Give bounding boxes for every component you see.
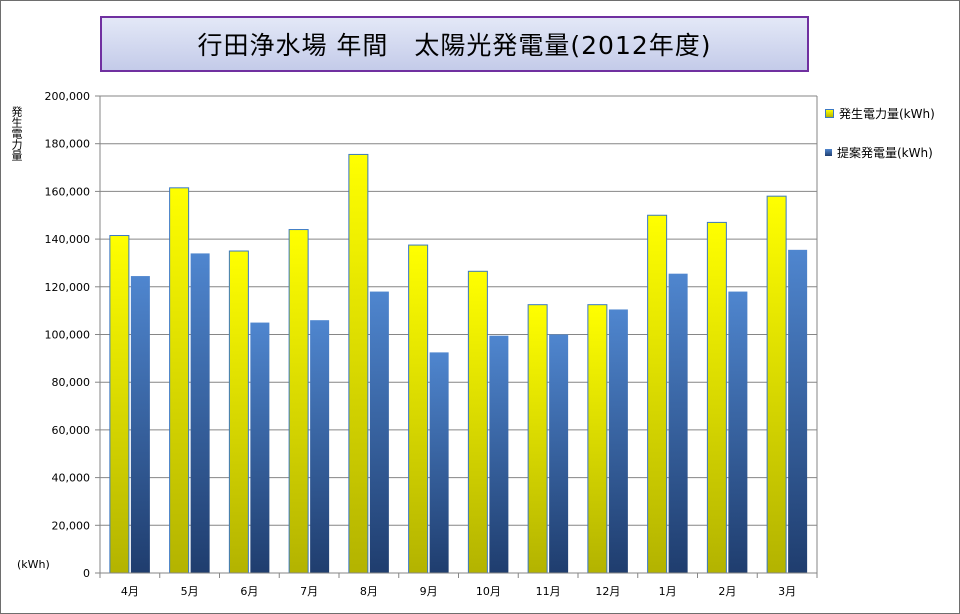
legend-swatch-proposed: [825, 148, 832, 156]
bar-generated: [706, 221, 727, 574]
x-tick-label: 12月: [595, 585, 620, 598]
bar-generated: [467, 270, 488, 574]
y-tick-label: 40,000: [52, 472, 91, 485]
grid-lines: [100, 95, 817, 574]
bar-generated: [288, 229, 309, 574]
y-tick-label: 60,000: [52, 424, 91, 437]
x-tick-label: 6月: [240, 585, 258, 598]
bar-proposed: [788, 249, 808, 573]
x-tick-label: 8月: [360, 585, 378, 598]
x-tick-label: 9月: [420, 585, 438, 598]
legend-label-proposed: 提案発電量(kWh): [837, 145, 933, 160]
legend-item-proposed: 提案発電量(kWh): [825, 143, 935, 161]
bar-generated: [109, 235, 130, 574]
bar-proposed: [728, 291, 748, 573]
y-tick-label: 140,000: [45, 233, 91, 246]
chart-title: 行田浄水場 年間 太陽光発電量(2012年度): [197, 31, 712, 60]
bar-generated: [348, 153, 369, 574]
bar-generated: [587, 304, 608, 574]
y-tick-label: 100,000: [45, 329, 91, 342]
x-tick-label: 11月: [536, 585, 561, 598]
bar-generated: [169, 187, 190, 574]
x-tick-label: 7月: [300, 585, 318, 598]
y-tick-label: 200,000: [45, 90, 91, 103]
bar-proposed: [489, 335, 509, 573]
y-tick-label: 180,000: [45, 138, 91, 151]
legend-item-generated: 発生電力量(kWh): [825, 104, 935, 122]
bar-generated: [647, 214, 668, 574]
y-tick-label: 120,000: [45, 281, 91, 294]
x-tick-label: 2月: [718, 585, 736, 598]
y-axis-label: 発生電力量: [10, 106, 23, 161]
axes: 0 20,000 40,000 60,000 80,000 100,000 120,000 1…: [45, 90, 818, 598]
legend-label-generated: 発生電力量(kWh): [839, 106, 935, 121]
bar-generated: [766, 195, 787, 574]
legend-swatch-generated: [825, 108, 834, 118]
x-tick-label: 1月: [659, 585, 677, 598]
bar-generated: [527, 304, 548, 574]
x-tick-label: 4月: [121, 585, 139, 598]
x-tick-label: 5月: [181, 585, 199, 598]
bar-proposed: [608, 309, 628, 573]
y-tick-label: 20,000: [52, 519, 91, 532]
bar-generated: [408, 244, 429, 574]
bar-proposed: [190, 253, 210, 573]
bar-proposed: [250, 322, 270, 573]
bar-generated: [228, 250, 249, 574]
bar-proposed: [369, 291, 389, 573]
bars: [109, 153, 808, 574]
y-tick-label: 80,000: [52, 376, 91, 389]
bar-proposed: [130, 276, 150, 573]
x-tick-label: 3月: [778, 585, 796, 598]
y-axis-unit: (kWh): [17, 558, 50, 571]
x-tick-label: 10月: [476, 585, 501, 598]
chart-title-box: 行田浄水場 年間 太陽光発電量(2012年度): [100, 16, 809, 72]
legend: 発生電力量(kWh) 提案発電量(kWh): [825, 104, 935, 182]
bar-proposed: [549, 334, 569, 573]
bar-proposed: [668, 273, 688, 573]
y-tick-label: 160,000: [45, 185, 91, 198]
bar-proposed: [310, 320, 330, 573]
bar-proposed: [429, 352, 449, 573]
y-tick-label: 0: [83, 567, 90, 580]
